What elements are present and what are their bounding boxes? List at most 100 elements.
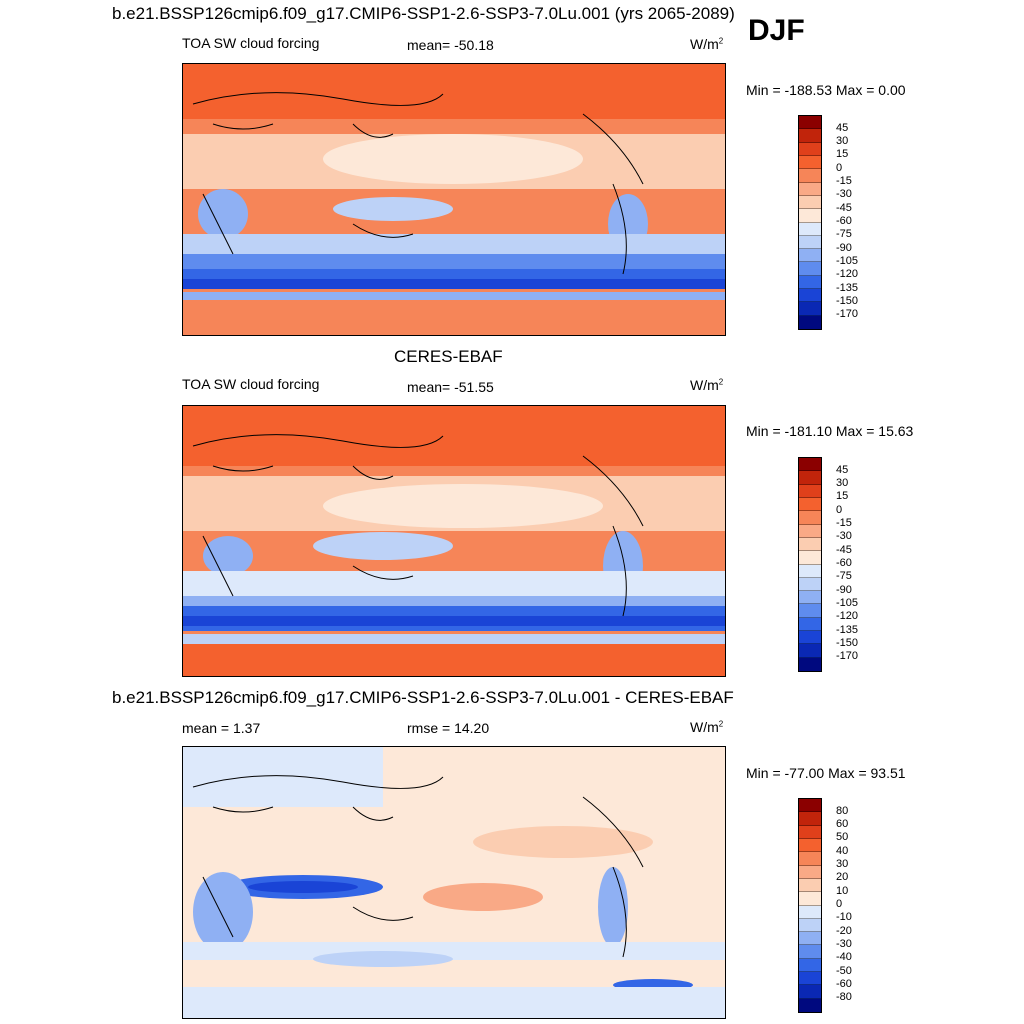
colorbar-tick-label: -135: [836, 281, 859, 294]
colorbar-swatch: [799, 155, 821, 170]
panel2-variable-label: TOA SW cloud forcing: [182, 376, 320, 392]
colorbar-swatch: [799, 182, 821, 196]
panel3-mean-label: mean = 1.37: [182, 720, 261, 736]
panel1-variable-label: TOA SW cloud forcing: [182, 35, 320, 51]
panel3-map-field: [183, 747, 725, 1018]
colorbar-tick-label: 40: [836, 844, 849, 857]
colorbar-swatch: [799, 315, 821, 329]
panel1-minmax: Min = -188.53 Max = 0.00: [746, 82, 906, 98]
colorbar-swatch: [799, 471, 821, 485]
colorbar-tick-label: 30: [836, 135, 849, 148]
colorbar-swatch: [799, 249, 821, 263]
colorbar-tick-label: -45: [836, 543, 852, 556]
colorbar-swatch: [799, 958, 821, 973]
colorbar-swatch: [799, 812, 821, 826]
colorbar-swatch: [799, 892, 821, 906]
colorbar-tick-label: 15: [836, 148, 849, 161]
colorbar-tick-label: -75: [836, 228, 852, 241]
panel2-mean-label: mean= -51.55: [407, 379, 494, 395]
colorbar-tick-label: -60: [836, 557, 852, 569]
colorbar-swatch: [799, 932, 821, 946]
colorbar-swatch: [799, 564, 821, 578]
colorbar-swatch: [799, 537, 821, 552]
colorbar-swatch: [799, 945, 821, 959]
panel3-rmse-label: rmse = 14.20: [407, 720, 490, 736]
panel3-colorbar: [798, 798, 822, 1013]
colorbar-swatch: [799, 657, 821, 671]
colorbar-swatch: [799, 838, 821, 853]
panel3-title: b.e21.BSSP126cmip6.f09_g17.CMIP6-SSP1-2.…: [112, 688, 734, 707]
panel2-minmax: Min = -181.10 Max = 15.63: [746, 423, 914, 439]
colorbar-tick-label: -135: [836, 623, 859, 636]
colorbar-swatch: [799, 852, 821, 866]
panel1-colorbar: [798, 115, 822, 330]
season-label: DJF: [748, 14, 805, 47]
colorbar-swatch: [799, 644, 821, 658]
panel1-title: b.e21.BSSP126cmip6.f09_g17.CMIP6-SSP1-2.…: [112, 4, 735, 23]
colorbar-swatch: [799, 865, 821, 879]
colorbar-tick-label: -20: [836, 924, 852, 937]
colorbar-swatch: [799, 591, 821, 605]
panel1-map-field: [183, 64, 725, 335]
colorbar-tick-label: -80: [836, 991, 852, 1004]
colorbar-tick-label: 30: [836, 858, 849, 871]
colorbar-tick-label: -170: [836, 650, 859, 663]
panel1-units: W/m2: [690, 36, 724, 52]
colorbar-tick-label: -10: [836, 911, 852, 924]
colorbar-tick-label: -90: [836, 241, 852, 254]
colorbar-swatch: [799, 524, 821, 538]
colorbar-swatch: [799, 878, 821, 893]
colorbar-tick-label: 0: [836, 503, 843, 516]
colorbar-swatch: [799, 497, 821, 512]
colorbar-tick-label: -45: [836, 201, 852, 214]
colorbar-swatch: [799, 302, 821, 316]
colorbar-swatch: [799, 972, 821, 986]
colorbar-tick-label: -90: [836, 583, 852, 596]
colorbar-tick-label: 0: [836, 161, 843, 174]
colorbar-swatch: [799, 825, 821, 839]
colorbar-swatch: [799, 631, 821, 645]
colorbar-tick-label: 45: [836, 463, 849, 476]
colorbar-tick-label: -120: [836, 268, 859, 281]
colorbar-tick-label: -40: [836, 951, 852, 964]
colorbar-tick-label: -60: [836, 977, 852, 990]
panel3-minmax: Min = -77.00 Max = 93.51: [746, 765, 906, 781]
colorbar-tick-label: -30: [836, 937, 852, 950]
colorbar-swatch: [799, 262, 821, 276]
colorbar-swatch: [799, 289, 821, 303]
colorbar-tick-label: -30: [836, 188, 852, 201]
colorbar-swatch: [799, 275, 821, 290]
colorbar-swatch: [799, 905, 821, 919]
panel2-map-field: [183, 406, 725, 676]
panel1-mean-label: mean= -50.18: [407, 37, 494, 53]
colorbar-tick-label: 60: [836, 818, 849, 831]
colorbar-swatch: [799, 604, 821, 618]
colorbar-swatch: [799, 235, 821, 250]
colorbar-swatch: [799, 116, 821, 130]
colorbar-swatch: [799, 195, 821, 210]
colorbar-tick-label: -15: [836, 517, 852, 530]
colorbar-tick-label: -120: [836, 610, 859, 623]
panel2-colorbar: [798, 457, 822, 672]
colorbar-swatch: [799, 142, 821, 156]
colorbar-tick-label: 80: [836, 804, 849, 817]
colorbar-tick-label: 0: [836, 898, 843, 910]
colorbar-tick-label: -30: [836, 530, 852, 543]
colorbar-swatch: [799, 985, 821, 999]
panel3-map: [182, 746, 726, 1019]
colorbar-tick-label: -50: [836, 964, 852, 977]
colorbar-swatch: [799, 998, 821, 1012]
colorbar-swatch: [799, 511, 821, 525]
colorbar-tick-label: 30: [836, 477, 849, 490]
colorbar-tick-label: -150: [836, 294, 859, 307]
panel1-map: [182, 63, 726, 336]
colorbar-swatch: [799, 209, 821, 223]
colorbar-swatch: [799, 458, 821, 472]
colorbar-tick-label: -105: [836, 596, 859, 609]
colorbar-tick-label: -150: [836, 636, 859, 649]
colorbar-tick-label: 15: [836, 490, 849, 503]
panel2-units: W/m2: [690, 377, 724, 393]
panel3-units: W/m2: [690, 719, 724, 735]
colorbar-swatch: [799, 799, 821, 813]
panel2-map: [182, 405, 726, 677]
